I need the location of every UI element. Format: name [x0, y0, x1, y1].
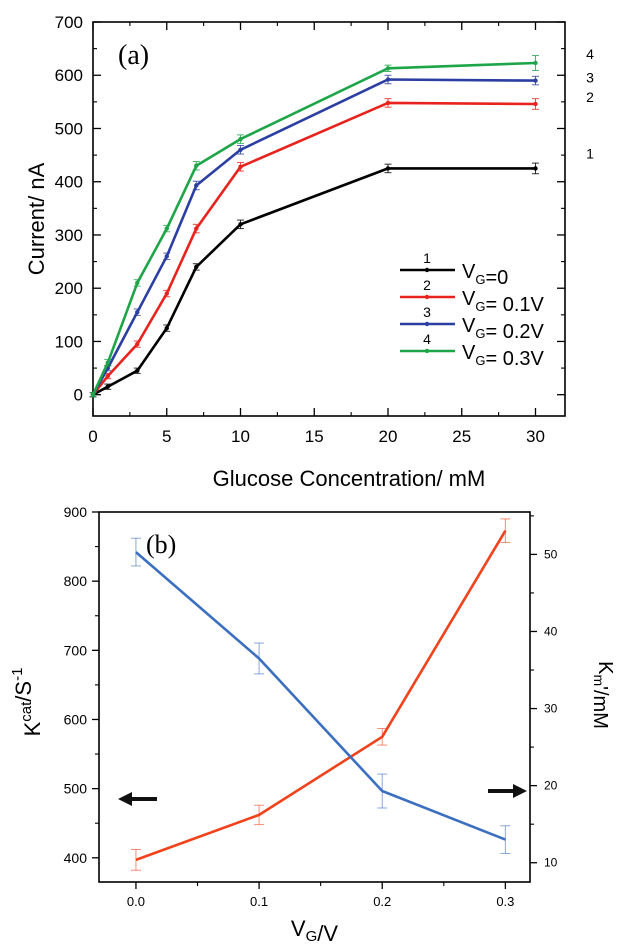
data-point	[164, 226, 169, 231]
legend-number: 2	[423, 277, 431, 293]
x-tick-label: 0.1	[250, 894, 268, 909]
data-point	[164, 291, 169, 296]
data-point	[385, 166, 391, 171]
series-line-4	[91, 61, 536, 396]
chart-panel-a: 0 5 10 15 20 25 300100200300400500600700Glucos…	[24, 13, 594, 491]
series-end-label: 1	[586, 145, 594, 161]
data-point	[164, 325, 169, 331]
series-end-label: 3	[586, 70, 594, 86]
y-right-tick-label: 10	[544, 856, 558, 870]
data-point	[164, 254, 169, 259]
data-point	[533, 166, 538, 171]
data-point	[194, 226, 199, 231]
data-point	[105, 360, 110, 365]
series-line-right	[135, 551, 506, 841]
data-point	[385, 66, 391, 71]
data-point	[194, 264, 199, 270]
x-tick-label: 15	[305, 427, 324, 446]
series-line-2	[91, 101, 536, 396]
y-right-axis-label: Km'/mM	[589, 661, 616, 729]
x-tick-label: 25	[452, 427, 471, 446]
data-point	[385, 100, 391, 106]
data-point	[105, 373, 110, 379]
series-end-label: 2	[586, 89, 594, 105]
data-point	[533, 101, 538, 107]
y-right-tick-label: 20	[544, 779, 558, 793]
y-left-tick-label: 900	[64, 504, 88, 520]
series-line-left	[135, 530, 507, 862]
chart-panel-b: 0.0 0.1 0.2 0.3 400 500 600 700 800 900 10 20 30 40 50…	[9, 504, 616, 946]
panel-label: (b)	[146, 530, 176, 559]
data-point	[238, 147, 243, 152]
series-line-3	[91, 78, 536, 396]
data-point	[238, 222, 243, 227]
y-left-tick-label: 400	[64, 850, 88, 866]
arrow-head	[513, 784, 527, 798]
y-left-tick-label: 500	[64, 781, 88, 797]
data-point	[194, 183, 199, 188]
data-point	[238, 164, 243, 170]
y-tick-label: 200	[55, 279, 83, 298]
x-tick-label: 10	[231, 427, 250, 446]
y-tick-label: 100	[55, 332, 83, 351]
y-tick-label: 700	[55, 13, 83, 32]
data-point	[238, 136, 243, 142]
plot-frame	[92, 21, 566, 417]
left-axis-arrow	[118, 792, 157, 806]
data-point	[533, 78, 538, 83]
legend-label: VG= 0.2V	[462, 315, 545, 343]
y-left-tick-label: 700	[64, 642, 88, 658]
legend-label: VG= 0.3V	[462, 342, 545, 370]
legend-marker	[424, 294, 430, 300]
data-point	[385, 77, 391, 82]
legend-number: 3	[423, 304, 431, 320]
data-point	[105, 384, 110, 389]
series-end-label: 4	[586, 46, 594, 62]
data-point	[135, 309, 140, 315]
y-right-tick-label: 50	[544, 547, 558, 561]
series-line-1	[92, 167, 536, 396]
data-point	[533, 60, 538, 66]
data-point	[135, 341, 140, 347]
y-tick-label: 0	[74, 386, 83, 405]
panel-label: (a)	[118, 40, 149, 71]
y-left-tick-label: 800	[64, 573, 88, 589]
y-left-axis-label: Kcat/S-1	[9, 668, 45, 737]
x-tick-label: 20	[379, 427, 398, 446]
y-tick-label: 600	[55, 66, 83, 85]
legend-label: VG= 0.1V	[462, 288, 545, 316]
y-tick-label: 400	[55, 173, 83, 192]
y-tick-label: 500	[55, 119, 83, 138]
legend-number: 1	[423, 250, 431, 266]
data-point	[90, 392, 96, 397]
x-tick-label: 30	[526, 427, 545, 446]
plot-frame	[98, 511, 531, 883]
y-left-tick-label: 600	[64, 711, 88, 727]
data-point	[194, 163, 199, 168]
y-axis-label: Current/ nA	[24, 162, 49, 275]
x-axis-label: Glucose Concentration/ mM	[213, 466, 486, 491]
x-tick-label: 0	[88, 427, 97, 446]
right-axis-arrow	[488, 784, 527, 798]
y-right-tick-label: 40	[544, 624, 558, 638]
x-tick-label: 0.0	[127, 894, 145, 909]
data-point	[135, 280, 140, 286]
arrow-head	[118, 792, 132, 806]
legend-label: VG=0	[462, 261, 508, 289]
data-point	[135, 368, 140, 373]
legend-marker	[424, 321, 430, 327]
y-right-tick-label: 30	[544, 702, 558, 716]
x-tick-label: 5	[162, 427, 171, 446]
y-tick-label: 300	[55, 226, 83, 245]
legend-marker	[424, 267, 430, 273]
x-axis-label: VG/V	[291, 916, 338, 946]
legend-marker	[424, 348, 430, 354]
x-tick-label: 0.2	[373, 894, 391, 909]
legend-number: 4	[423, 331, 431, 347]
x-tick-label: 0.3	[496, 894, 514, 909]
